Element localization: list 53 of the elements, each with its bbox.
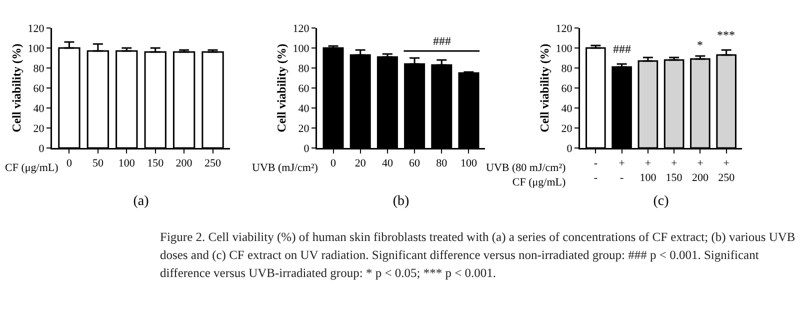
y-tick-label: 100 <box>292 42 310 55</box>
text: (c) <box>653 194 670 209</box>
caption: Figure 2. Cell viability (%) of human skin fibroblasts treated with (a) a series of concentrations of CF extract; (b) various UVB doses and (c) CF extract on UV radiation. Significant difference versus non-irradiated group: ### p < 0.001. Significant difference versus UVB-irradiated group: * p < 0.05; *** p < 0.001. <box>160 229 796 282</box>
x-tick-label: 100 <box>460 158 478 170</box>
x-axis-title: UVB (80 mJ/cm²) CF (μg/mL) <box>486 162 566 188</box>
y-tick-label: 80 <box>298 62 310 75</box>
x-tick-label: + 150 <box>666 158 683 184</box>
annotation: * <box>697 38 703 52</box>
y-tick-label: 0 <box>304 142 310 155</box>
x-tick-label: - - <box>594 158 598 184</box>
y-tick-label: 0 <box>38 142 45 155</box>
y-tick-label: 120 <box>28 22 45 35</box>
x-tick-label: + 100 <box>640 158 657 184</box>
x-tick-label: 200 <box>176 158 193 170</box>
x-tick-label: 250 <box>204 158 222 170</box>
x-tick-label: 40 <box>382 158 394 170</box>
x-tick-label: 0 <box>66 158 72 170</box>
y-tick-label: 20 <box>561 122 573 135</box>
y-tick-label: 40 <box>298 102 310 115</box>
text: (b) <box>392 194 410 209</box>
y-tick-label: 60 <box>33 82 45 95</box>
x-tick-label: + - <box>618 158 625 184</box>
x-tick-label: 20 <box>354 158 366 170</box>
y-tick-label: 40 <box>561 102 573 115</box>
x-tick-label: + 200 <box>692 158 709 184</box>
annotation: ### <box>613 42 631 56</box>
x-axis-title: CF (μg/mL) <box>5 162 59 174</box>
x-tick-label: + 250 <box>718 158 736 184</box>
y-tick-label: 20 <box>298 122 310 135</box>
text: (a) <box>133 194 150 209</box>
y-tick-label: 80 <box>33 62 45 75</box>
x-tick-label: 0 <box>330 158 337 170</box>
x-axis-title: UVB (mJ/cm²) <box>252 162 318 174</box>
y-tick-label: 120 <box>292 22 310 35</box>
annotation: ### <box>433 34 451 48</box>
y-tick-label: 60 <box>561 82 573 95</box>
x-tick-label: 150 <box>147 158 164 170</box>
x-tick-label: 50 <box>92 158 104 170</box>
y-tick-label: 60 <box>298 82 310 95</box>
y-axis-title: Cell viability (%) <box>537 44 552 132</box>
annotation: *** <box>717 28 735 42</box>
x-tick-label: 60 <box>409 158 421 170</box>
y-tick-label: 120 <box>556 22 573 35</box>
y-tick-label: 40 <box>33 102 45 115</box>
y-tick-label: 0 <box>566 142 573 155</box>
y-tick-label: 100 <box>28 42 45 55</box>
y-tick-label: 100 <box>556 42 573 55</box>
x-tick-label: 80 <box>436 158 448 170</box>
y-tick-label: 20 <box>33 122 45 135</box>
x-tick-label: 100 <box>118 158 136 170</box>
y-axis-title: Cell viability (%) <box>274 44 288 132</box>
y-axis-title: Cell viability (%) <box>9 44 24 132</box>
y-tick-label: 80 <box>561 62 573 75</box>
